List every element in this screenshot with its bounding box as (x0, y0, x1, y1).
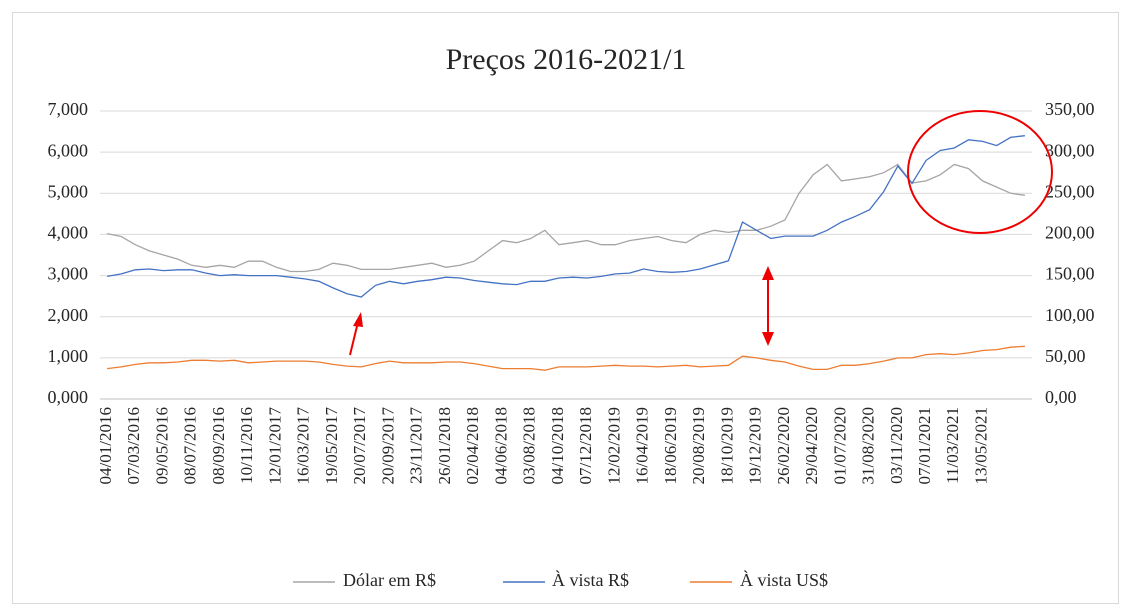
x-tick-label: 12/01/2017 (265, 407, 284, 485)
y2-tick-label: 100,00 (1045, 305, 1095, 325)
x-tick-label: 07/01/2021 (915, 407, 934, 484)
y2-tick-label: 0,00 (1045, 387, 1077, 407)
y2-tick-label: 150,00 (1045, 264, 1095, 284)
series-line (107, 345, 1025, 371)
x-tick-label: 19/12/2019 (746, 407, 765, 484)
x-tick-label: 04/10/2018 (548, 407, 567, 484)
y-tick-label: 6,000 (48, 140, 89, 160)
x-tick-label: 03/08/2018 (520, 407, 539, 484)
x-tick-label: 31/08/2020 (859, 407, 878, 484)
y2-tick-label: 300,00 (1045, 140, 1095, 160)
arrow-head (353, 312, 363, 327)
arrow-head (762, 332, 774, 346)
x-tick-label: 16/04/2019 (633, 407, 652, 484)
x-tick-label: 23/11/2017 (407, 407, 426, 484)
legend-label: Dólar em R$ (343, 570, 436, 590)
x-tick-label: 01/07/2020 (830, 407, 849, 484)
y-tick-label: 5,000 (48, 181, 89, 201)
y-tick-label: 4,000 (48, 223, 89, 243)
arrow-head (762, 266, 774, 280)
legend-label: À vista US$ (740, 569, 828, 590)
x-tick-label: 04/06/2018 (491, 407, 510, 484)
highlight-circle (907, 110, 1053, 234)
x-tick-label: 26/02/2020 (774, 407, 793, 484)
x-tick-label: 08/09/2016 (209, 407, 228, 484)
x-tick-label: 11/03/2021 (943, 407, 962, 484)
y-tick-label: 1,000 (48, 346, 89, 366)
x-tick-label: 10/11/2016 (237, 407, 256, 484)
series-line (106, 135, 1025, 298)
y2-tick-label: 250,00 (1045, 181, 1095, 201)
x-tick-label: 18/06/2019 (661, 407, 680, 484)
x-tick-label: 18/10/2019 (717, 407, 736, 484)
chart-border (12, 12, 1119, 604)
x-tick-label: 20/09/2017 (378, 407, 397, 485)
y2-tick-label: 50,00 (1045, 346, 1086, 366)
x-tick-label: 07/12/2018 (576, 407, 595, 484)
x-tick-label: 29/04/2020 (802, 407, 821, 484)
y-tick-label: 3,000 (48, 264, 89, 284)
chart-title: Preços 2016-2021/1 (446, 43, 687, 76)
x-tick-label: 07/03/2016 (124, 407, 143, 484)
legend-label: À vista R$ (552, 569, 629, 590)
y2-tick-label: 350,00 (1045, 99, 1095, 119)
x-tick-label: 26/01/2018 (435, 407, 454, 484)
y-tick-label: 0,000 (48, 387, 89, 407)
plot-area: 0,000 1,000 2,000 3,000 4,000 5,000 6,000 7,000… (48, 99, 1095, 484)
y2-tick-label: 200,00 (1045, 223, 1095, 243)
x-tick-label: 19/05/2017 (322, 407, 341, 485)
x-tick-label: 04/01/2016 (96, 407, 115, 484)
x-tick-label: 08/07/2016 (181, 407, 200, 484)
x-tick-label: 20/08/2019 (689, 407, 708, 484)
x-tick-label: 12/02/2019 (604, 407, 623, 484)
y-tick-label: 7,000 (48, 99, 89, 119)
arrow (349, 321, 359, 356)
annotations (349, 110, 1053, 356)
x-tick-label: 20/07/2017 (350, 407, 369, 485)
x-tick-label: 02/04/2018 (463, 407, 482, 484)
series-line (106, 163, 1025, 273)
legend: Dólar em R$ À vista R$ À vista US$ (293, 569, 828, 590)
y-tick-label: 2,000 (48, 305, 89, 325)
x-tick-label: 13/05/2021 (971, 407, 990, 484)
x-tick-label: 03/11/2020 (887, 407, 906, 484)
x-tick-label: 09/05/2016 (152, 407, 171, 484)
x-tick-label: 16/03/2017 (294, 407, 313, 485)
